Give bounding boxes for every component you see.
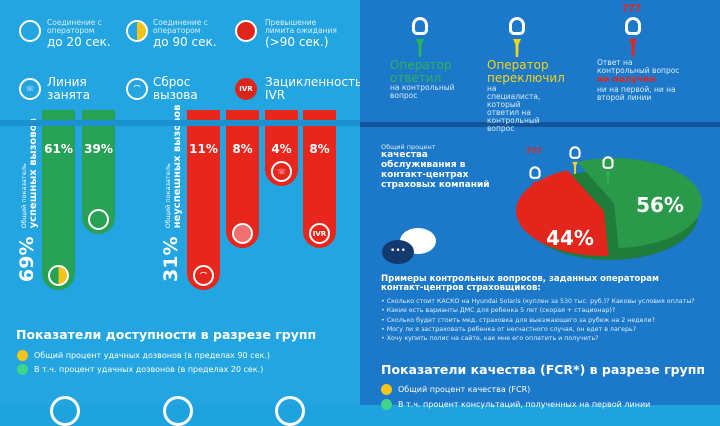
divider xyxy=(0,120,360,126)
question-marks: ??? xyxy=(526,147,542,157)
operator-desc: на специалиста, который ответил на контр… xyxy=(487,84,541,133)
stopwatch-red-icon xyxy=(235,20,257,42)
legend-big: Линия занята xyxy=(47,75,91,102)
bar-value: 61% xyxy=(44,142,73,156)
quality-title: качества обслуживания в контакт-центрах … xyxy=(381,150,490,190)
stopwatch-red-icon xyxy=(232,223,253,244)
operator-yellow-icon xyxy=(568,146,582,175)
fcr-title: Показатели качества (FCR*) в разрезе гру… xyxy=(381,362,705,377)
example-item: • Какие есть варианты ДМС для ребенка 5 … xyxy=(381,307,616,315)
success-total: 69% xyxy=(16,236,38,282)
operator-green-icon xyxy=(410,17,430,59)
quality-pie-chart: 56% 44% xyxy=(516,158,702,260)
quality-panel: Оператор ответил на контрольный вопрос О… xyxy=(360,0,720,410)
hangup-icon: ⌒ xyxy=(193,265,214,286)
group-circle xyxy=(275,396,305,426)
chat-bubble-dark-icon: ••• xyxy=(382,240,414,264)
legend-big: Зацикленность IVR xyxy=(265,75,363,102)
question-marks: ??? xyxy=(622,2,642,15)
example-item: • Сколько стоит КАСКО на Hyundai Solaris… xyxy=(381,298,695,305)
legend-label: Общий процент удачных дозвонов (в предел… xyxy=(34,351,270,360)
legend-label: В т.ч. процент удачных дозвонов (в преде… xyxy=(34,365,264,374)
stopwatch-green-icon xyxy=(88,209,109,230)
operator-yellow-icon xyxy=(507,17,527,59)
legend-small: Превышение лимита ожидания xyxy=(265,18,337,35)
bar-value: 11% xyxy=(189,142,218,156)
operator-desc: на контрольный вопрос xyxy=(390,83,455,100)
availability-title: Показатели доступности в разрезе групп xyxy=(16,327,317,342)
operator-desc: ни на первой, ни на второй линии xyxy=(597,85,676,102)
legend-label: Общий процент качества (FCR) xyxy=(398,385,531,394)
ivr-loop-icon: IVR xyxy=(309,223,330,244)
busy-phone-icon: ☏ xyxy=(271,161,292,182)
legend-item: Общий процент удачных дозвонов (в предел… xyxy=(17,350,270,361)
example-item: • Хочу купить полис на сайте, как мне ег… xyxy=(381,335,599,343)
legend-big: до 20 сек. xyxy=(47,35,111,49)
yellow-dot-icon xyxy=(381,384,392,395)
operator-title: Оператор ответил xyxy=(390,58,452,85)
hangup-icon: ⌒ xyxy=(126,78,148,100)
operator-green-icon xyxy=(601,156,615,185)
bar-fail-timeout: 8% xyxy=(226,110,259,248)
availability-panel: Соединение с оператором до 20 сек. Соеди… xyxy=(0,0,363,426)
operator-pre: Ответ на контрольный вопрос xyxy=(597,58,680,75)
bar-success-20: 39% xyxy=(82,110,115,234)
operator-red-icon xyxy=(528,166,542,195)
bar-value: 4% xyxy=(271,142,292,156)
quality-small: Общий процент xyxy=(381,143,436,151)
ivr-loop-icon: IVR xyxy=(235,78,257,100)
legend-small: Соединение с оператором xyxy=(153,18,208,35)
bar-success-90: 61% xyxy=(42,110,75,290)
ivr-text: IVR xyxy=(239,85,253,93)
operator-title: Оператор переключил xyxy=(487,58,565,85)
stopwatch-yellow-icon xyxy=(48,265,69,286)
yellow-dot-icon xyxy=(17,350,28,361)
stopwatch-green-icon xyxy=(19,20,41,42)
legend-big: Сброс вызова xyxy=(153,75,198,102)
fail-total-label: 31% Общий показатель неуспешных вызовов xyxy=(160,105,183,283)
bar-fail-ivr: 8% IVR xyxy=(303,110,336,248)
success-total-label: 69% Общий показатель успешных вызовов xyxy=(16,118,39,282)
example-item: • Сколько будет стоить мед. страховка дл… xyxy=(381,316,655,324)
group-circle xyxy=(50,396,80,426)
fail-total: 31% xyxy=(160,236,182,282)
bar-value: 8% xyxy=(232,142,253,156)
bar-value: 39% xyxy=(84,142,113,156)
bar-value: 8% xyxy=(309,142,330,156)
example-item: • Могу ли я застраховать ребенка от несч… xyxy=(381,325,637,333)
operator-red-icon xyxy=(623,17,643,59)
legend-item: В т.ч. процент удачных дозвонов (в преде… xyxy=(17,364,263,375)
group-circle xyxy=(163,396,193,426)
examples-list: • Сколько стоит КАСКО на Hyundai Solaris… xyxy=(381,297,720,343)
busy-phone-icon: ☏ xyxy=(19,78,41,100)
green-dot-icon xyxy=(17,364,28,375)
legend-small: Соединение с оператором xyxy=(47,18,102,35)
legend-big: до 90 сек. xyxy=(153,35,217,49)
success-label-big: успешных вызовов xyxy=(27,118,39,229)
legend-item: Общий процент качества (FCR) xyxy=(381,384,530,395)
legend-big: (>90 сек.) xyxy=(265,35,329,49)
pie-label-red: 44% xyxy=(546,226,594,250)
operator-title: не получен xyxy=(597,75,656,85)
pie-label-green: 56% xyxy=(636,193,684,217)
examples-title: Примеры контрольных вопросов, заданных о… xyxy=(381,274,659,293)
pie-slice-1 xyxy=(516,170,609,256)
stopwatch-yellow-icon xyxy=(126,20,148,42)
bar-fail-hangup: 11% ⌒ xyxy=(187,110,220,290)
